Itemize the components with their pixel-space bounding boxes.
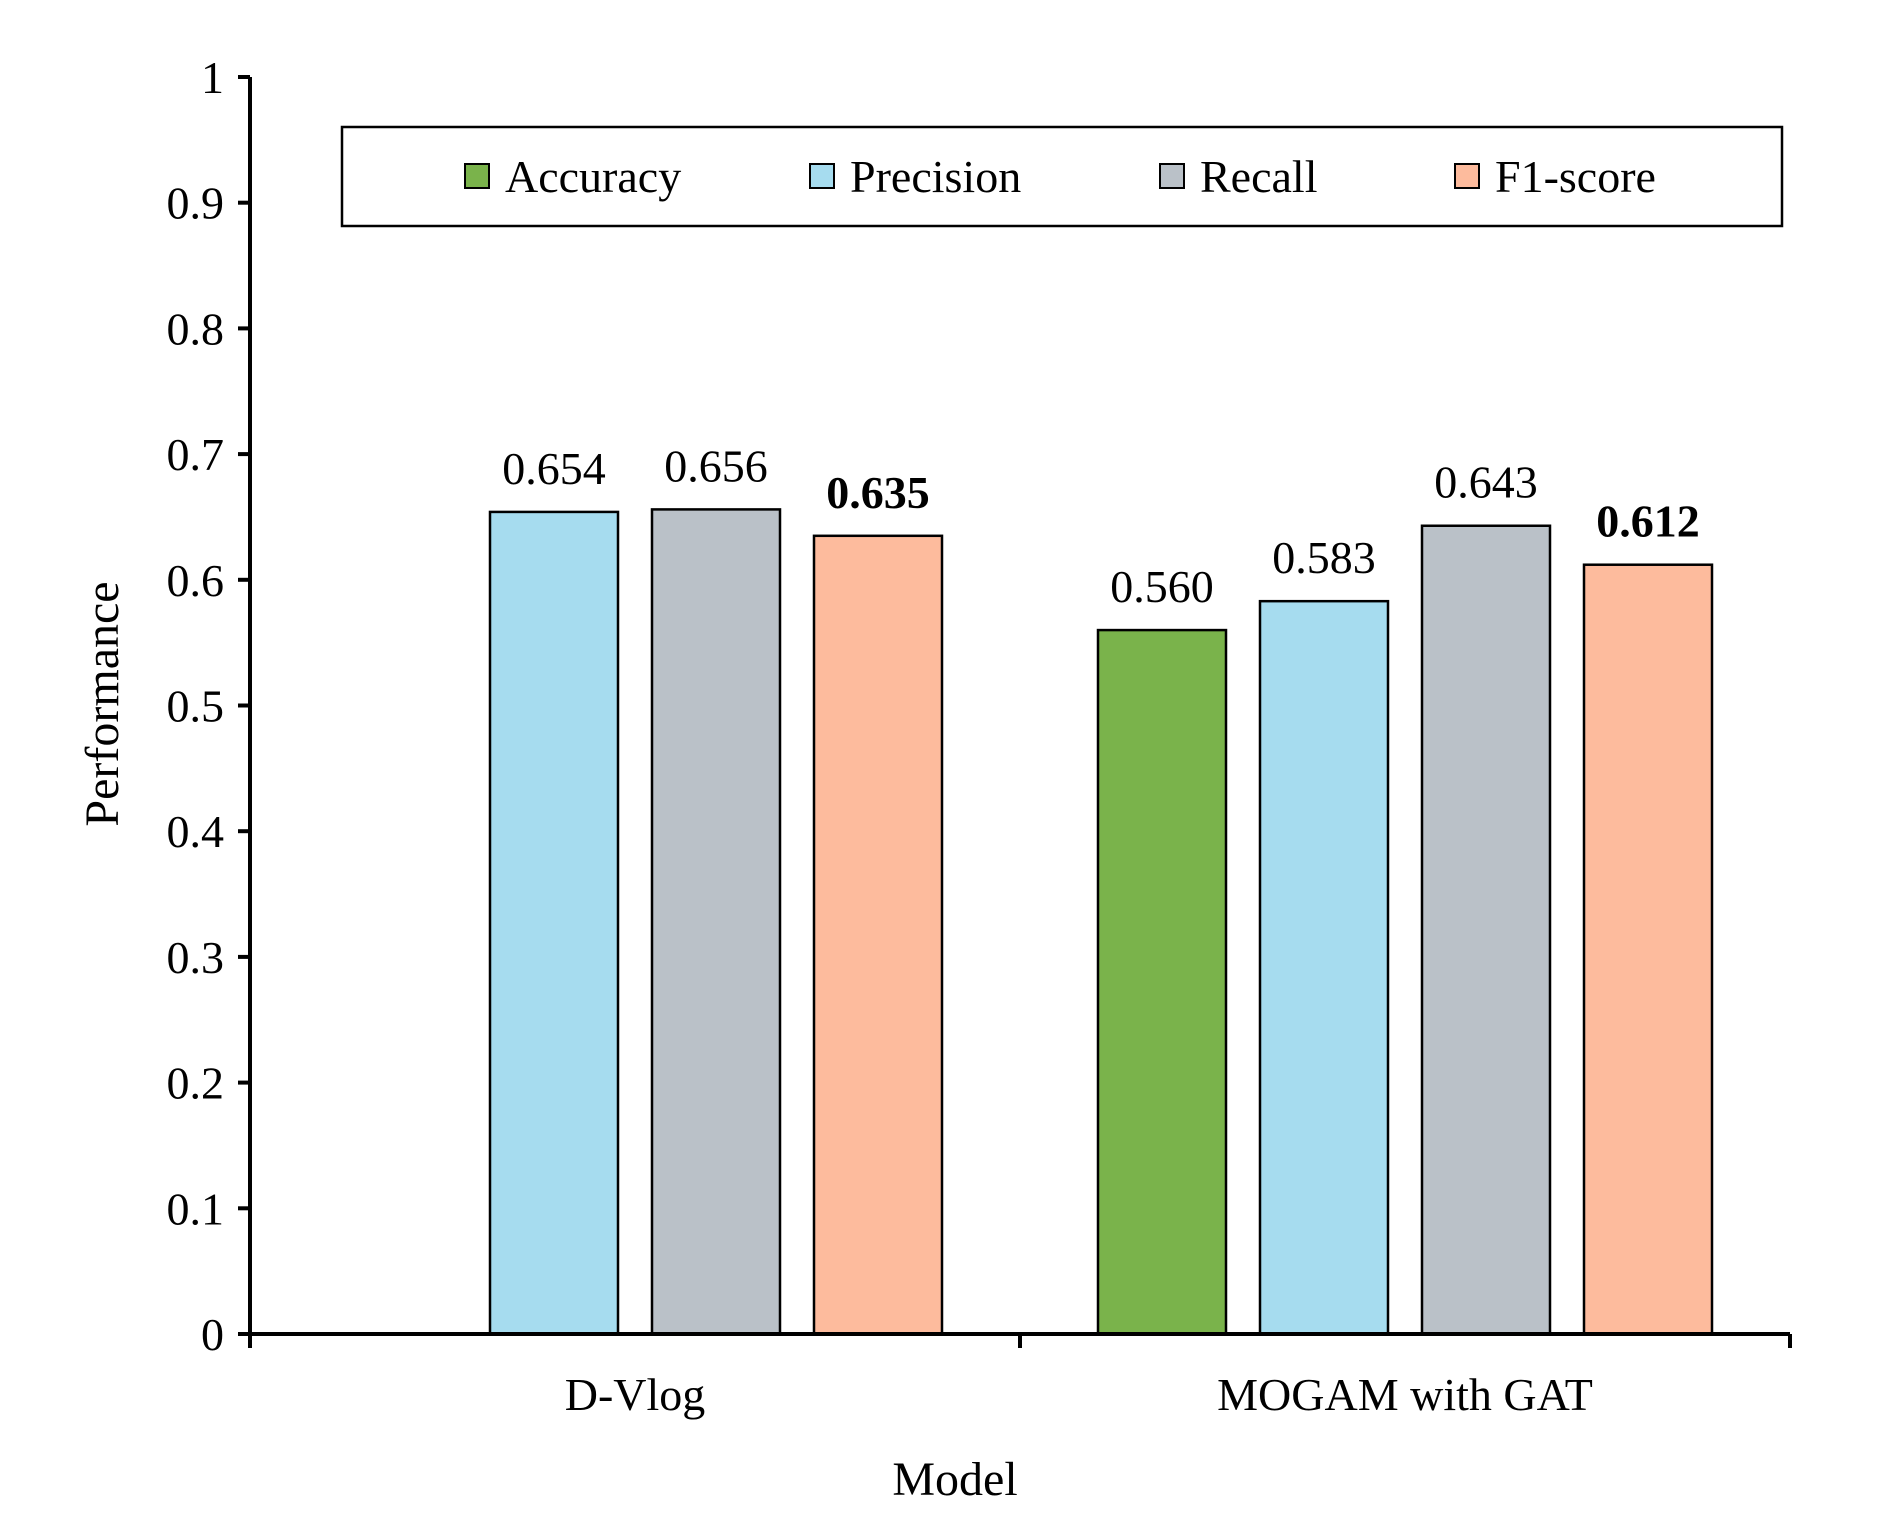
x-category-label: MOGAM with GAT xyxy=(1217,1369,1593,1420)
bar-accuracy-1 xyxy=(1096,628,1228,1336)
y-tick-label: 0.7 xyxy=(167,429,225,480)
data-label: 0.654 xyxy=(502,443,606,494)
legend-label: Accuracy xyxy=(505,151,681,202)
bar-f1-score-1 xyxy=(1582,563,1714,1336)
bar-precision-1 xyxy=(1258,599,1390,1336)
legend-swatch-precision xyxy=(809,163,835,189)
bar-recall-0 xyxy=(650,508,782,1336)
legend-box xyxy=(340,125,1784,228)
y-tick-label: 0.9 xyxy=(167,178,225,229)
y-tick-label: 1 xyxy=(201,52,224,103)
bar-f1-score-0 xyxy=(812,534,944,1336)
y-tick-label: 0.1 xyxy=(167,1183,225,1234)
data-label: 0.635 xyxy=(826,467,930,518)
data-label: 0.583 xyxy=(1272,532,1376,583)
data-label: 0.656 xyxy=(664,440,768,491)
legend: Accuracy Precision Recall F1-score xyxy=(340,125,1784,228)
y-tick-label: 0.5 xyxy=(167,681,225,732)
plot-area: 0.654 0.656 0.635 0.560 0.583 0.643 0.612 xyxy=(488,440,1714,1336)
data-label: 0.560 xyxy=(1110,561,1214,612)
bar-precision-0 xyxy=(488,510,620,1336)
legend-label: Precision xyxy=(850,151,1021,202)
axes: 0 0.1 0.2 0.3 0.4 0.5 0.6 0.7 0.8 0.9 1 D-Vlog MOGAM… xyxy=(167,52,1792,1420)
y-tick-label: 0.6 xyxy=(167,555,225,606)
legend-label: F1-score xyxy=(1495,151,1656,202)
y-tick-label: 0 xyxy=(201,1309,224,1360)
data-label: 0.612 xyxy=(1596,496,1700,547)
y-tick-label: 0.8 xyxy=(167,303,225,354)
legend-swatch-f1-score xyxy=(1454,163,1480,189)
y-tick-label: 0.4 xyxy=(167,806,225,857)
legend-swatch-accuracy xyxy=(464,163,490,189)
data-label: 0.643 xyxy=(1434,457,1538,508)
legend-label: Recall xyxy=(1200,151,1318,202)
legend-swatch-recall xyxy=(1159,163,1185,189)
bar-recall-1 xyxy=(1420,524,1552,1336)
y-axis-title: Performance xyxy=(76,581,129,826)
y-tick-label: 0.3 xyxy=(167,932,225,983)
x-category-label: D-Vlog xyxy=(565,1369,706,1420)
y-tick-label: 0.2 xyxy=(167,1058,225,1109)
x-axis-title: Model xyxy=(892,1453,1017,1506)
